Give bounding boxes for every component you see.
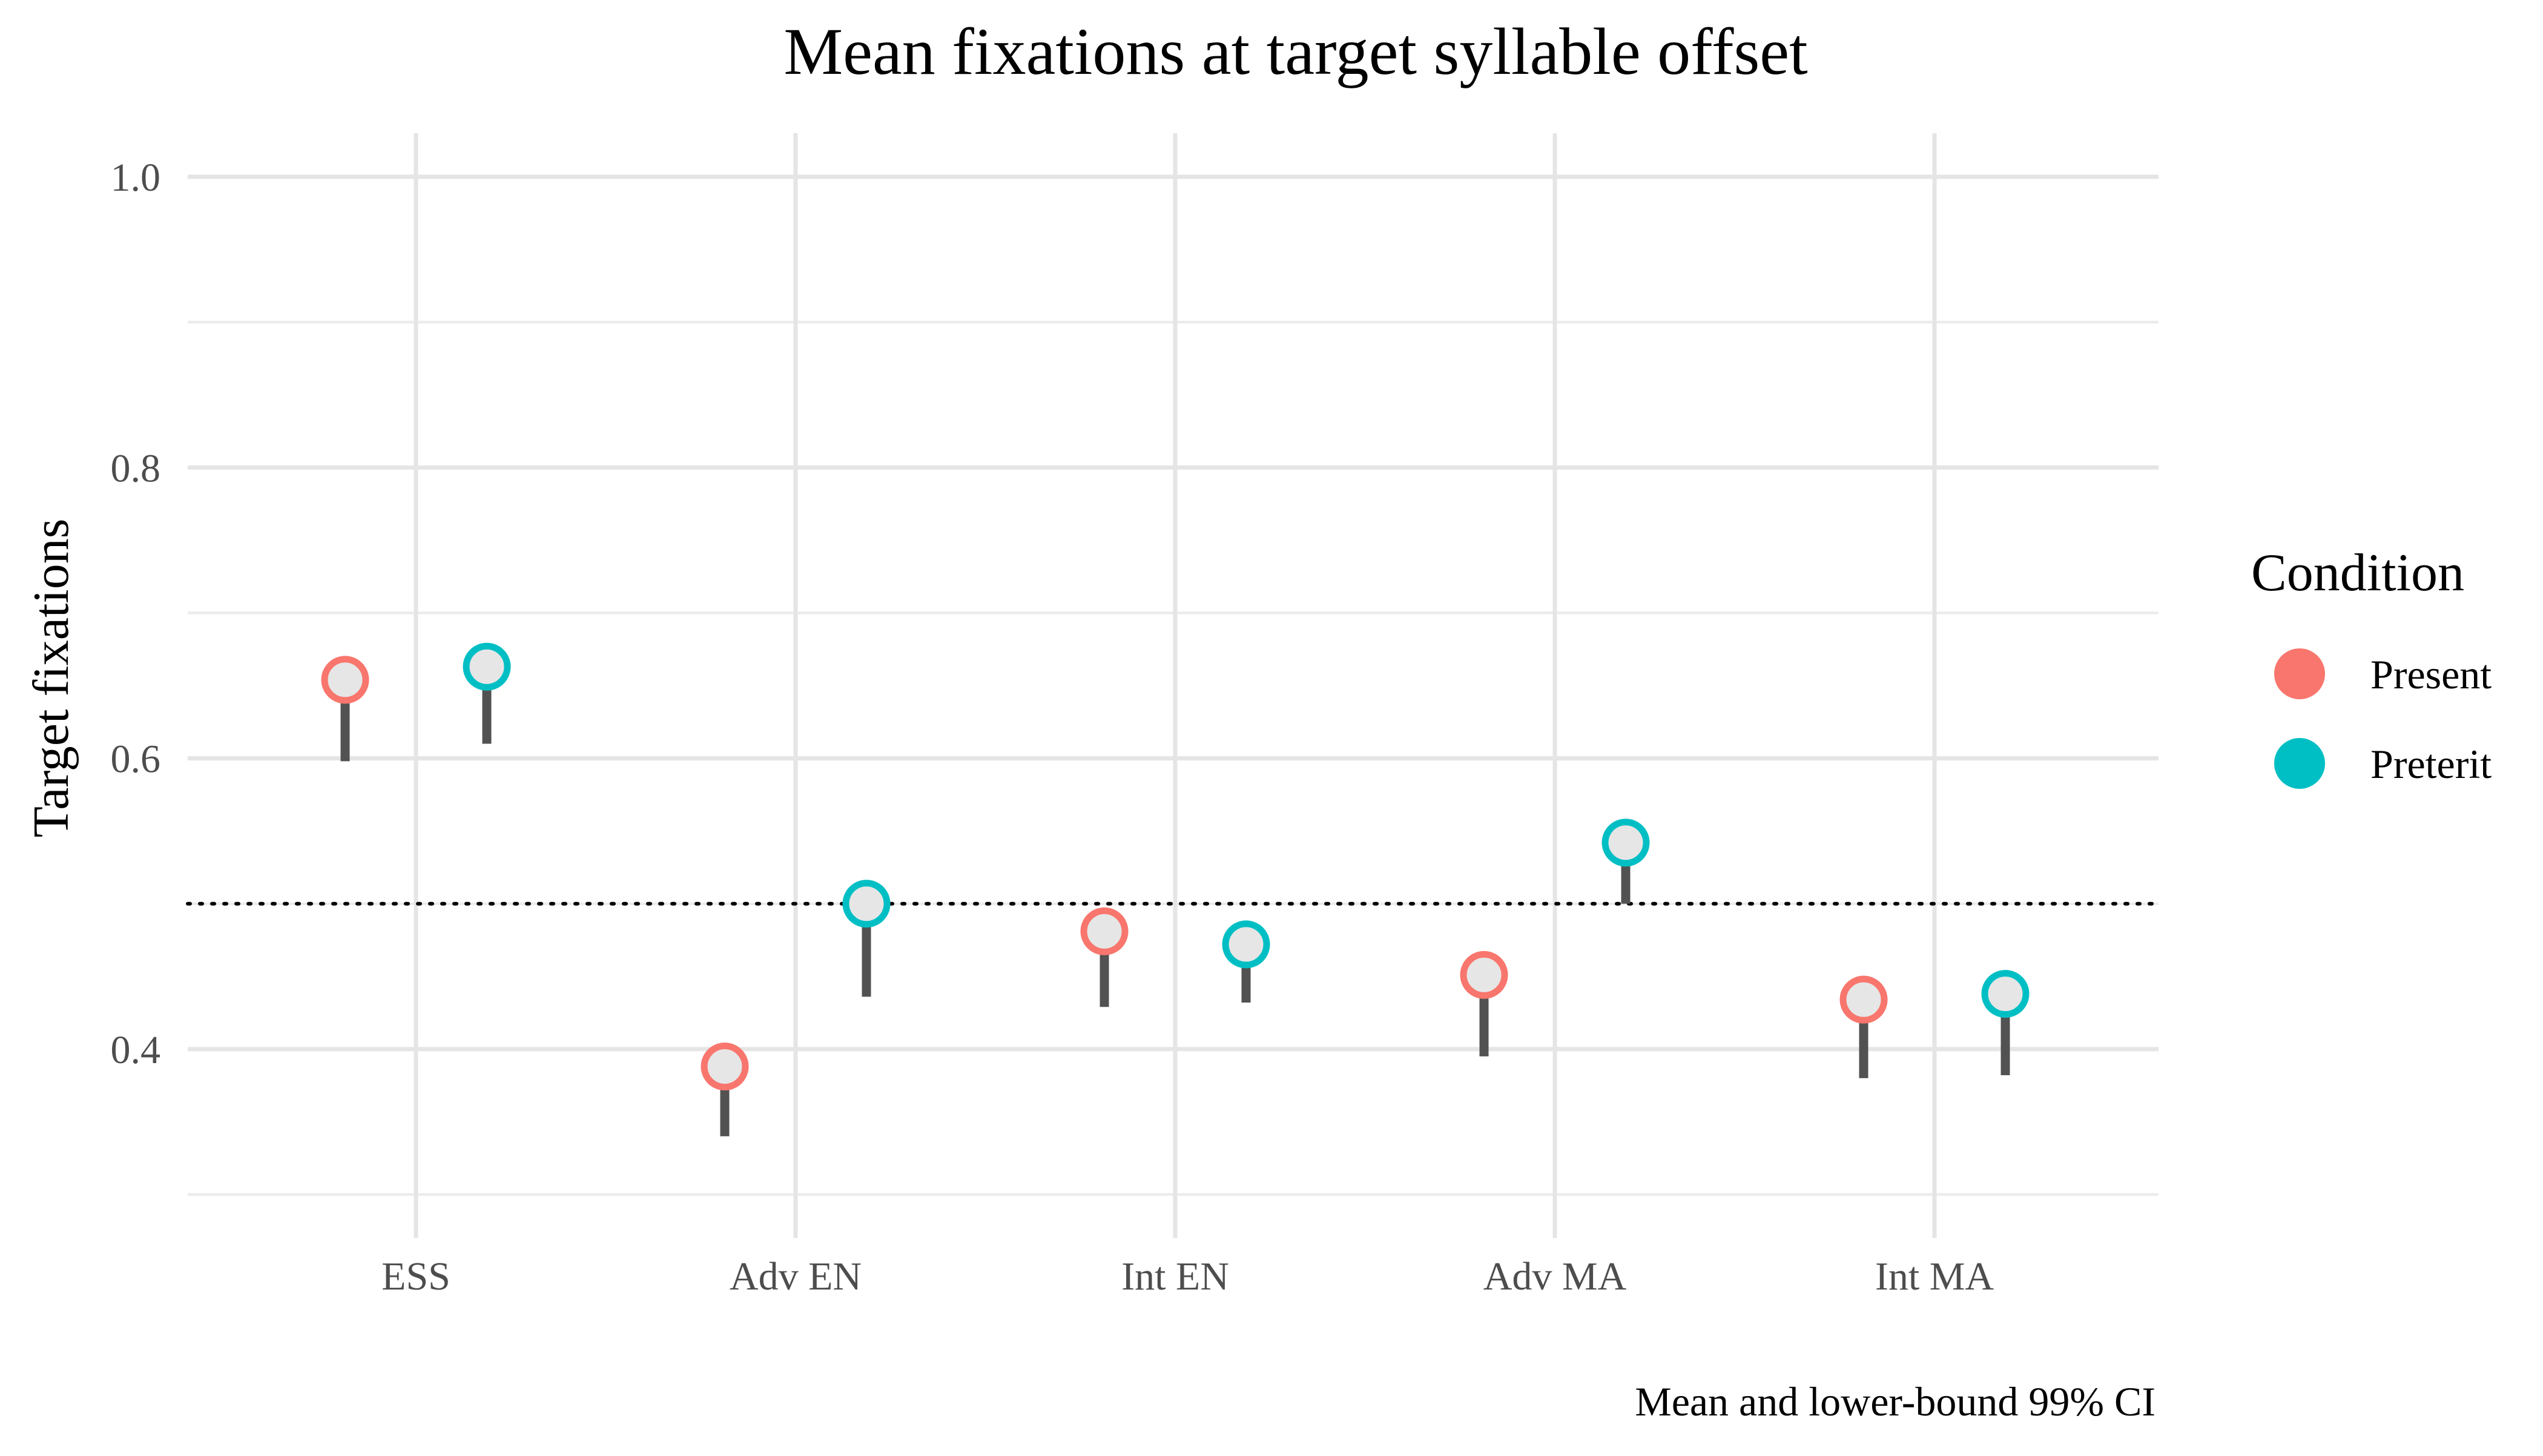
- legend-key-preterit: [2274, 738, 2325, 789]
- grid-layer: [188, 133, 2159, 1238]
- mean-point-preterit: [1601, 819, 1650, 867]
- mean-point-present: [701, 1043, 749, 1091]
- x-tick-label: Adv EN: [730, 1254, 862, 1299]
- legend-label-preterit: Preterit: [2370, 741, 2492, 787]
- chart-title: Mean fixations at target syllable offset: [783, 15, 1807, 88]
- x-tick-label: Adv MA: [1483, 1254, 1627, 1299]
- legend-key-present: [2274, 648, 2325, 699]
- legend-items: Present Preterit: [2274, 648, 2492, 789]
- legend: Condition Present Preterit: [2251, 544, 2492, 789]
- mean-point-present: [1839, 975, 1888, 1024]
- mean-point-preterit: [1222, 920, 1270, 969]
- legend-title: Condition: [2251, 544, 2464, 602]
- x-tick-label: Int MA: [1875, 1254, 1994, 1299]
- mean-point-present: [1080, 907, 1129, 955]
- chart-caption: Mean and lower-bound 99% CI: [1635, 1379, 2155, 1425]
- mean-point-preterit: [463, 642, 511, 691]
- y-tick-label: 1.0: [111, 156, 161, 200]
- y-tick-label: 0.8: [111, 446, 161, 490]
- y-tick-label: 0.4: [111, 1028, 161, 1072]
- x-tick-label: ESS: [381, 1254, 450, 1299]
- x-tick-label: Int EN: [1121, 1254, 1229, 1299]
- data-layer: [321, 642, 2030, 1136]
- mean-point-preterit: [1981, 970, 2030, 1018]
- mean-point-present: [1460, 950, 1508, 999]
- mean-point-preterit: [842, 880, 891, 928]
- y-axis-title: Target fixations: [23, 519, 79, 838]
- y-tick-label: 0.6: [111, 737, 161, 782]
- mean-point-present: [321, 656, 369, 704]
- legend-label-present: Present: [2370, 651, 2492, 697]
- axis-layer: 0.4 0.6 0.8 1.0 ESS Adv EN Int EN Adv MA Int MA: [111, 156, 1994, 1299]
